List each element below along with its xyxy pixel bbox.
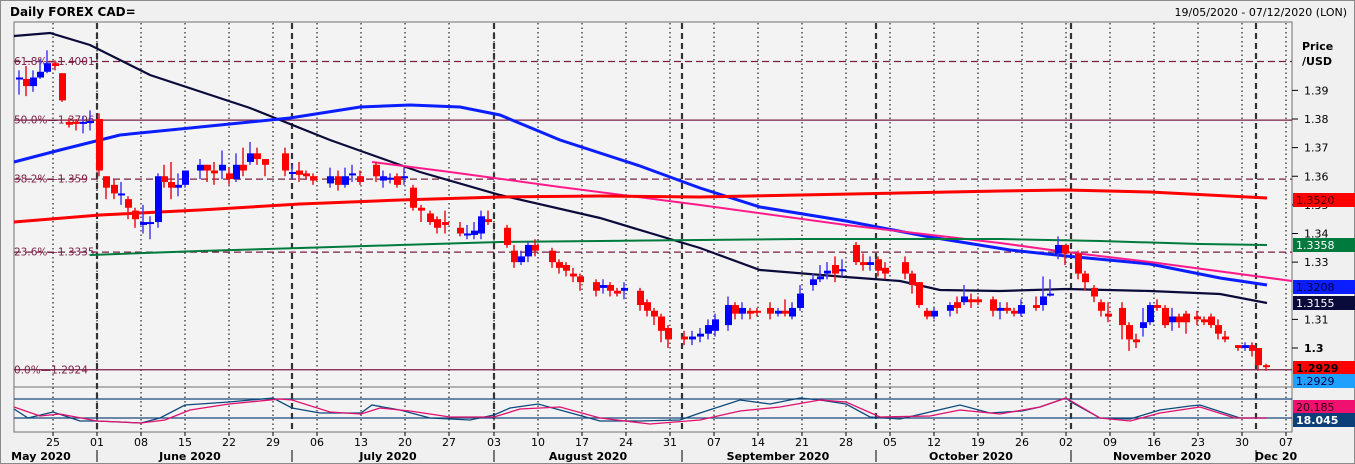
svg-text:1.2929: 1.2929: [1296, 375, 1335, 388]
svg-text:September 2020: September 2020: [727, 450, 830, 463]
svg-text:02: 02: [1059, 436, 1073, 449]
svg-text:1.39: 1.39: [1304, 84, 1329, 97]
svg-text:27: 27: [442, 436, 456, 449]
candles: [16, 50, 1270, 371]
svg-text:29: 29: [266, 436, 280, 449]
svg-text:1.34: 1.34: [1304, 228, 1329, 241]
svg-text:August 2020: August 2020: [549, 450, 628, 463]
svg-text:26: 26: [1015, 436, 1029, 449]
svg-text:1.38: 1.38: [1304, 113, 1329, 126]
fib-label: 0.0%—1.2924: [14, 364, 88, 376]
svg-text:May 2020: May 2020: [11, 450, 71, 463]
svg-text:28: 28: [839, 436, 853, 449]
grid-lines: [52, 23, 1287, 431]
x-axis: 25 01 08 15 22 29 06 13 20 27 03 10 17 24 31 07 14 21 28 05…: [11, 432, 1297, 463]
svg-text:1.3: 1.3: [1304, 342, 1324, 355]
svg-text:10: 10: [531, 436, 545, 449]
svg-text:1.2929: 1.2929: [1296, 362, 1338, 375]
svg-text:/USD: /USD: [1302, 55, 1332, 68]
price-plot-area[interactable]: [13, 21, 1293, 388]
fibonacci-levels: 61.8%—1.400150.0%—1.379638.2%—1.35923.6%…: [14, 56, 1292, 376]
svg-text:November 2020: November 2020: [1113, 450, 1211, 463]
svg-text:18.045: 18.045: [1296, 414, 1338, 427]
svg-text:1.33: 1.33: [1304, 256, 1329, 269]
svg-text:Dec 20: Dec 20: [1255, 450, 1298, 463]
svg-text:31: 31: [663, 436, 677, 449]
fib-label: 23.6%—1.3335: [14, 247, 95, 259]
svg-text:Price: Price: [1302, 40, 1333, 53]
svg-text:07: 07: [1279, 436, 1293, 449]
moving-averages: [13, 31, 1293, 305]
chart-title: Daily FOREX CAD=: [10, 5, 136, 19]
svg-text:07: 07: [707, 436, 721, 449]
svg-text:1.3155: 1.3155: [1296, 297, 1335, 310]
svg-text:15: 15: [178, 436, 192, 449]
svg-text:June 2020: June 2020: [158, 450, 221, 463]
svg-text:25: 25: [46, 436, 60, 449]
svg-text:1.36: 1.36: [1304, 170, 1329, 183]
svg-text:1.3208: 1.3208: [1296, 281, 1335, 294]
fib-label: 38.2%—1.359: [14, 174, 88, 186]
svg-text:01: 01: [90, 436, 104, 449]
svg-text:October 2020: October 2020: [929, 450, 1013, 463]
svg-text:08: 08: [134, 436, 148, 449]
svg-text:20: 20: [398, 436, 412, 449]
svg-text:23: 23: [1191, 436, 1205, 449]
svg-text:09: 09: [1103, 436, 1117, 449]
svg-text:13: 13: [354, 436, 368, 449]
svg-text:06: 06: [310, 436, 324, 449]
svg-text:1.3520: 1.3520: [1296, 194, 1335, 207]
svg-text:14: 14: [751, 436, 765, 449]
svg-text:12: 12: [927, 436, 941, 449]
svg-text:21: 21: [795, 436, 809, 449]
svg-text:22: 22: [222, 436, 236, 449]
oscillator-plot-area[interactable]: [13, 386, 1293, 433]
svg-text:17: 17: [575, 436, 589, 449]
svg-text:16: 16: [1147, 436, 1161, 449]
svg-text:24: 24: [619, 436, 633, 449]
svg-text:1.3358: 1.3358: [1296, 239, 1335, 252]
svg-text:1.37: 1.37: [1304, 142, 1329, 155]
svg-text:03: 03: [487, 436, 501, 449]
svg-text:1.31: 1.31: [1304, 313, 1329, 326]
oscillator: [13, 397, 1292, 425]
svg-text:30: 30: [1235, 436, 1249, 449]
date-range: 19/05/2020 - 07/12/2020 (LON): [1174, 6, 1347, 19]
svg-text:19: 19: [971, 436, 985, 449]
svg-text:20.185: 20.185: [1296, 401, 1335, 414]
svg-text:05: 05: [883, 436, 897, 449]
svg-text:July 2020: July 2020: [358, 450, 417, 463]
